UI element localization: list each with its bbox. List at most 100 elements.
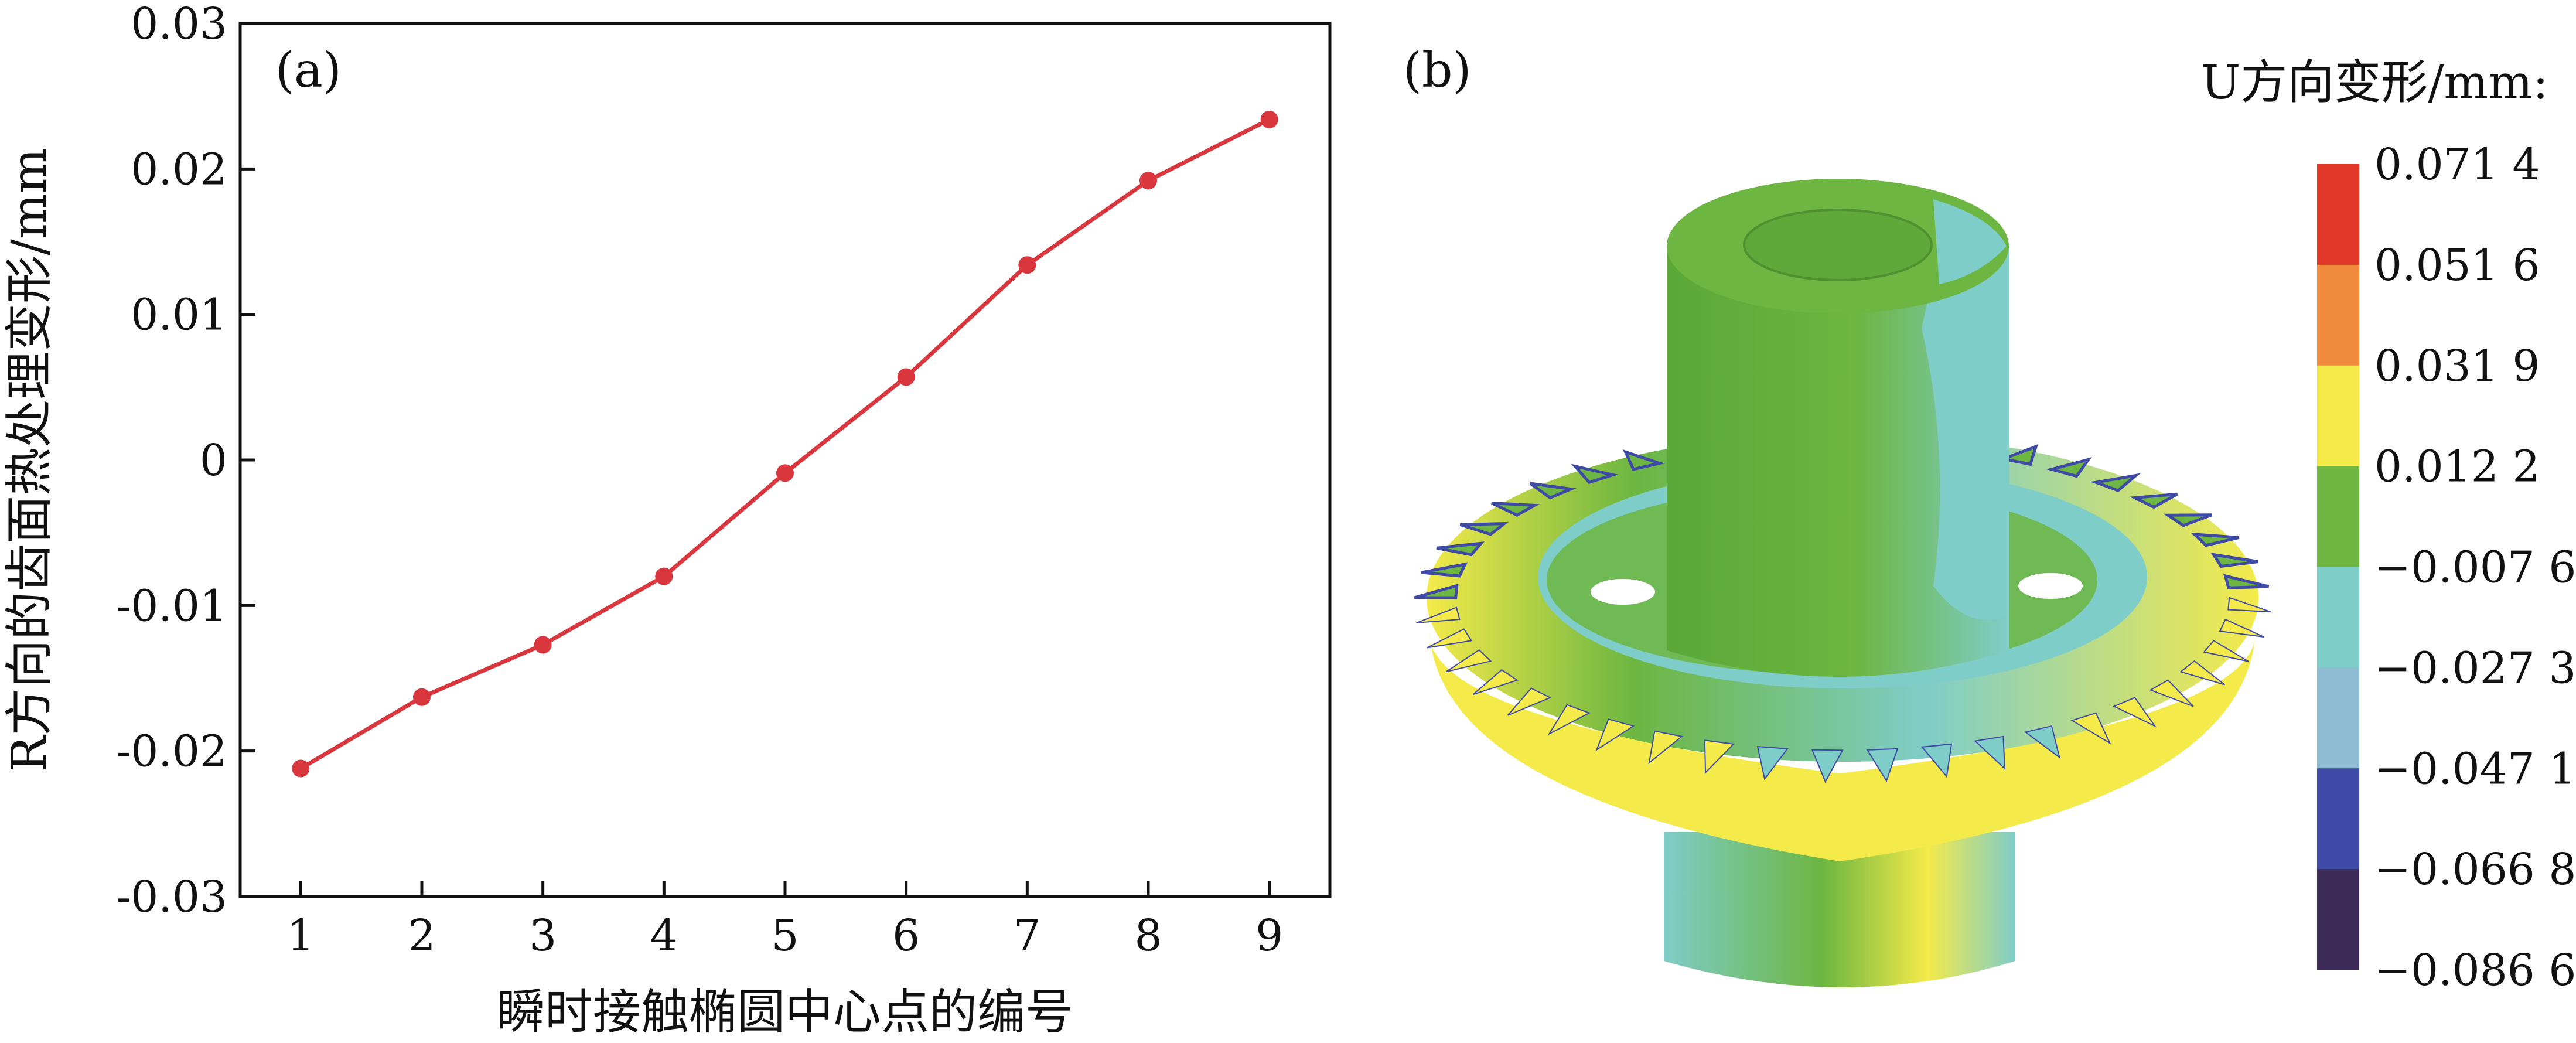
y-tick-label: 0.03 (131, 0, 227, 49)
x-tick-label: 9 (1255, 911, 1283, 961)
colorbar-band (2317, 869, 2359, 970)
colorbar-label: −0.066 8 (2374, 844, 2576, 895)
upper-shaft (1667, 246, 2009, 677)
gear-tooth (1547, 704, 1591, 736)
colorbar-label: −0.007 6 (2374, 543, 2576, 593)
gear-tooth (2210, 553, 2258, 568)
x-axis-title: 瞬时接触椭圆中心点的编号 (497, 984, 1073, 1040)
x-tick-label: 6 (892, 911, 920, 961)
y-tick-label: 0 (200, 435, 227, 486)
gear-deformation-image: (b) 0.071 4 0.051 6 0.031 9 0.012 2 −0.007 6… (1403, 43, 2576, 996)
gear-tooth (1459, 522, 1509, 536)
colorbar-label: −0.047 1 (2374, 744, 2576, 794)
lower-shaft (1664, 832, 2015, 987)
x-tick-label: 8 (1134, 911, 1162, 961)
gear-tooth (1445, 649, 1492, 673)
y-tick-label: -0.01 (116, 581, 227, 631)
gear-tooth (2046, 457, 2092, 478)
gear-tooth (1436, 541, 1485, 557)
gear-tooth (2219, 618, 2264, 638)
gear-tooth (1622, 449, 1665, 471)
gear-tooth (1974, 735, 2006, 771)
shaft-cyan-patch (1922, 246, 2009, 621)
gear-tooth (2190, 532, 2240, 547)
gear-tooth (1756, 745, 1789, 780)
colorbar-title: U方向变形/mm: (2201, 55, 2548, 110)
data-point (897, 368, 915, 386)
colorbar-band (2317, 466, 2359, 568)
x-tick-label: 4 (650, 911, 678, 961)
x-tick-label: 7 (1014, 911, 1041, 961)
gear-tooth (2163, 513, 2213, 527)
panel-label-b: (b) (1403, 43, 1471, 98)
colorbar-band (2317, 768, 2359, 870)
gear-hole-right (2018, 573, 2083, 599)
series-line (299, 117, 1271, 771)
x-axis-ticks: 1 2 3 4 5 6 7 8 9 (287, 881, 1283, 961)
y-tick-label: 0.02 (131, 144, 227, 195)
gear-ring-lower (1429, 633, 2256, 861)
gear-tooth (2227, 597, 2271, 613)
colorbar-label: 0.012 2 (2374, 442, 2540, 492)
gear-tooth (1529, 482, 1577, 500)
gear-tooth (2024, 725, 2061, 759)
data-point (1139, 172, 1157, 190)
gear-tooth (1421, 562, 1468, 578)
colorbar-band (2317, 667, 2359, 769)
gear-tooth (1416, 606, 1461, 624)
data-point (413, 688, 431, 706)
gear-tooth (1998, 444, 2039, 466)
gear-tooth (1920, 743, 1953, 778)
gear-tooth (2090, 473, 2141, 493)
data-point (292, 759, 310, 778)
colorbar-label: −0.086 6 (2374, 945, 2576, 996)
gear-tooth (2129, 492, 2178, 509)
y-tick-label: 0.01 (131, 290, 227, 340)
y-tick-label: -0.03 (116, 872, 227, 922)
gear-tooth (1491, 501, 1540, 517)
data-point (1018, 256, 1036, 274)
x-tick-label: 1 (287, 911, 315, 961)
gear-tooth (1811, 749, 1844, 783)
y-tick-label: -0.02 (116, 727, 227, 777)
colorbar-band (2317, 365, 2359, 467)
colorbar-label: 0.051 6 (2374, 240, 2540, 291)
panel-label-a: (a) (275, 43, 342, 98)
colorbar-band (2317, 264, 2359, 366)
x-tick-label: 3 (529, 911, 557, 961)
colorbar-label: 0.031 9 (2374, 341, 2540, 391)
x-tick-label: 5 (771, 911, 799, 961)
gear-hole-left (1591, 579, 1655, 605)
data-point (534, 636, 552, 654)
gear-tooth (2149, 679, 2194, 707)
shaft-top-cyan (1933, 199, 2007, 284)
gear-tooth (2070, 712, 2111, 745)
gear-tooth (1648, 730, 1683, 765)
data-point (1260, 110, 1278, 128)
colorbar-label: 0.071 4 (2374, 139, 2540, 190)
gear-tooth (2113, 697, 2157, 728)
gear-tooth (1571, 463, 1619, 485)
data-point (655, 567, 673, 585)
gear-tooth (1866, 748, 1899, 783)
colorbar-label: −0.027 3 (2374, 643, 2576, 693)
colorbar-band (2317, 567, 2359, 669)
gear-tooth (1414, 584, 1459, 599)
plot-frame (238, 22, 1332, 898)
shaft-bore (1743, 209, 1933, 281)
gear-tooth (1472, 669, 1519, 696)
line-chart: (a) -0.03 -0.02 -0.01 0 0.01 0.02 0.03 1 2 3 4 5 6 7… (2, 0, 1332, 1040)
gear-tooth (2203, 640, 2249, 662)
data-point (776, 464, 794, 482)
y-axis-title: R方向的齿面热处理变形/mm (2, 148, 57, 772)
gear-tooth (1595, 718, 1635, 752)
gear-tooth (2179, 660, 2226, 686)
gear-tooth (1507, 687, 1552, 716)
colorbar: 0.071 4 0.051 6 0.031 9 0.012 2 −0.007 6 −0.0… (2317, 139, 2576, 996)
series-points (292, 110, 1278, 778)
y-axis-ticks: -0.03 -0.02 -0.01 0 0.01 0.02 0.03 (116, 0, 255, 922)
series-lines (299, 117, 1271, 771)
gear-tooth (1427, 628, 1473, 649)
gear-tooth (1704, 739, 1735, 774)
